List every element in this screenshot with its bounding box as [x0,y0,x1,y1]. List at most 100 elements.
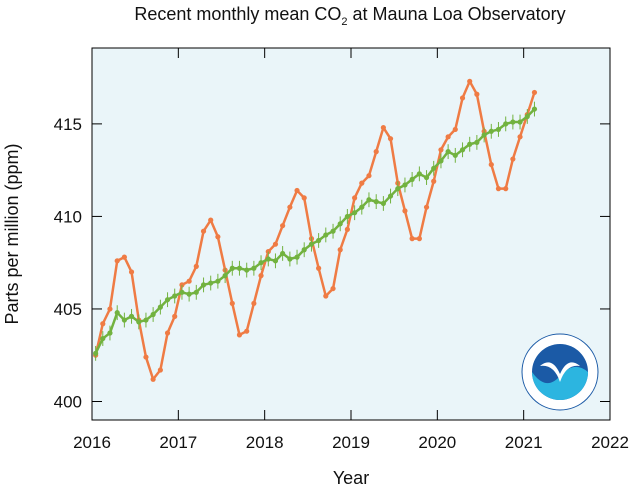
data-point [136,319,142,325]
data-point [287,204,293,210]
data-point [373,149,379,155]
data-point [517,134,523,140]
data-point [517,119,523,125]
data-point [265,256,271,262]
data-point [200,228,207,234]
data-point [495,126,502,133]
data-point [431,165,437,171]
data-point [481,132,487,138]
data-point [531,89,538,96]
data-point [244,328,250,334]
x-tick-label: 2020 [418,433,456,452]
data-point [452,152,458,158]
data-point [236,265,243,271]
data-point [438,147,444,153]
data-point [452,126,458,133]
data-point [128,269,135,275]
data-point [352,210,358,216]
plot-background [92,48,610,420]
data-point [143,354,149,360]
data-point [359,204,365,210]
title-subscript: 2 [341,16,347,28]
data-point [280,223,286,229]
x-tick-label: 2016 [73,433,111,452]
y-axis-label: Parts per million (ppm) [2,143,22,324]
data-point [107,330,113,336]
data-point [236,332,243,338]
data-point [229,265,235,271]
data-point [402,208,408,214]
x-tick-label: 2018 [246,433,284,452]
data-point [524,113,530,120]
data-point [409,236,415,242]
data-point [503,121,509,127]
data-point [438,158,444,164]
title-text: at Mauna Loa Observatory [348,4,566,24]
data-point [215,234,221,240]
data-point [366,197,372,203]
data-point [301,195,307,201]
data-point [114,258,120,264]
data-point [157,367,163,373]
data-point [488,128,494,134]
data-point [150,311,156,318]
data-point [395,186,401,192]
data-point [366,173,372,179]
data-point [445,134,451,140]
data-point [330,228,336,234]
data-point [208,217,214,223]
data-point [431,178,437,184]
data-point [100,321,106,327]
data-point [179,289,185,295]
data-point [215,278,221,284]
y-tick-label: 400 [54,392,82,411]
data-point [344,213,350,220]
series-line [94,80,536,381]
data-point [251,265,257,271]
data-point [531,106,538,112]
data-point [164,330,171,336]
data-point [373,199,379,205]
data-point [301,247,307,253]
data-point [193,289,199,295]
data-point [467,141,473,147]
y-tick-label: 410 [54,207,82,226]
data-point [308,241,315,247]
data-point [251,300,257,307]
data-point [157,304,163,310]
data-point [121,254,127,260]
data-point [337,221,343,227]
data-point [510,119,516,125]
data-point [272,258,279,264]
data-point [380,124,386,131]
noaa-logo [521,333,599,411]
data-point [186,291,192,297]
data-point [323,232,329,238]
data-point [352,195,358,201]
x-tick-label: 2017 [159,433,197,452]
data-point [416,171,422,177]
data-point [200,282,207,288]
data-point [503,186,509,192]
data-point [316,265,322,271]
data-point [222,273,228,279]
data-point [459,147,466,153]
data-point [93,350,99,356]
data-point [416,236,422,242]
data-point [294,187,300,194]
data-point [380,200,386,207]
data-point [107,306,113,312]
data-point [474,139,480,145]
data-point [287,256,293,262]
data-point [387,136,394,142]
data-point [409,176,415,183]
plot-frame [91,47,611,421]
data-point [510,156,516,162]
data-point [344,226,350,232]
data-point [114,310,120,316]
data-point [337,247,343,253]
data-point [229,300,235,307]
data-point [323,293,329,299]
